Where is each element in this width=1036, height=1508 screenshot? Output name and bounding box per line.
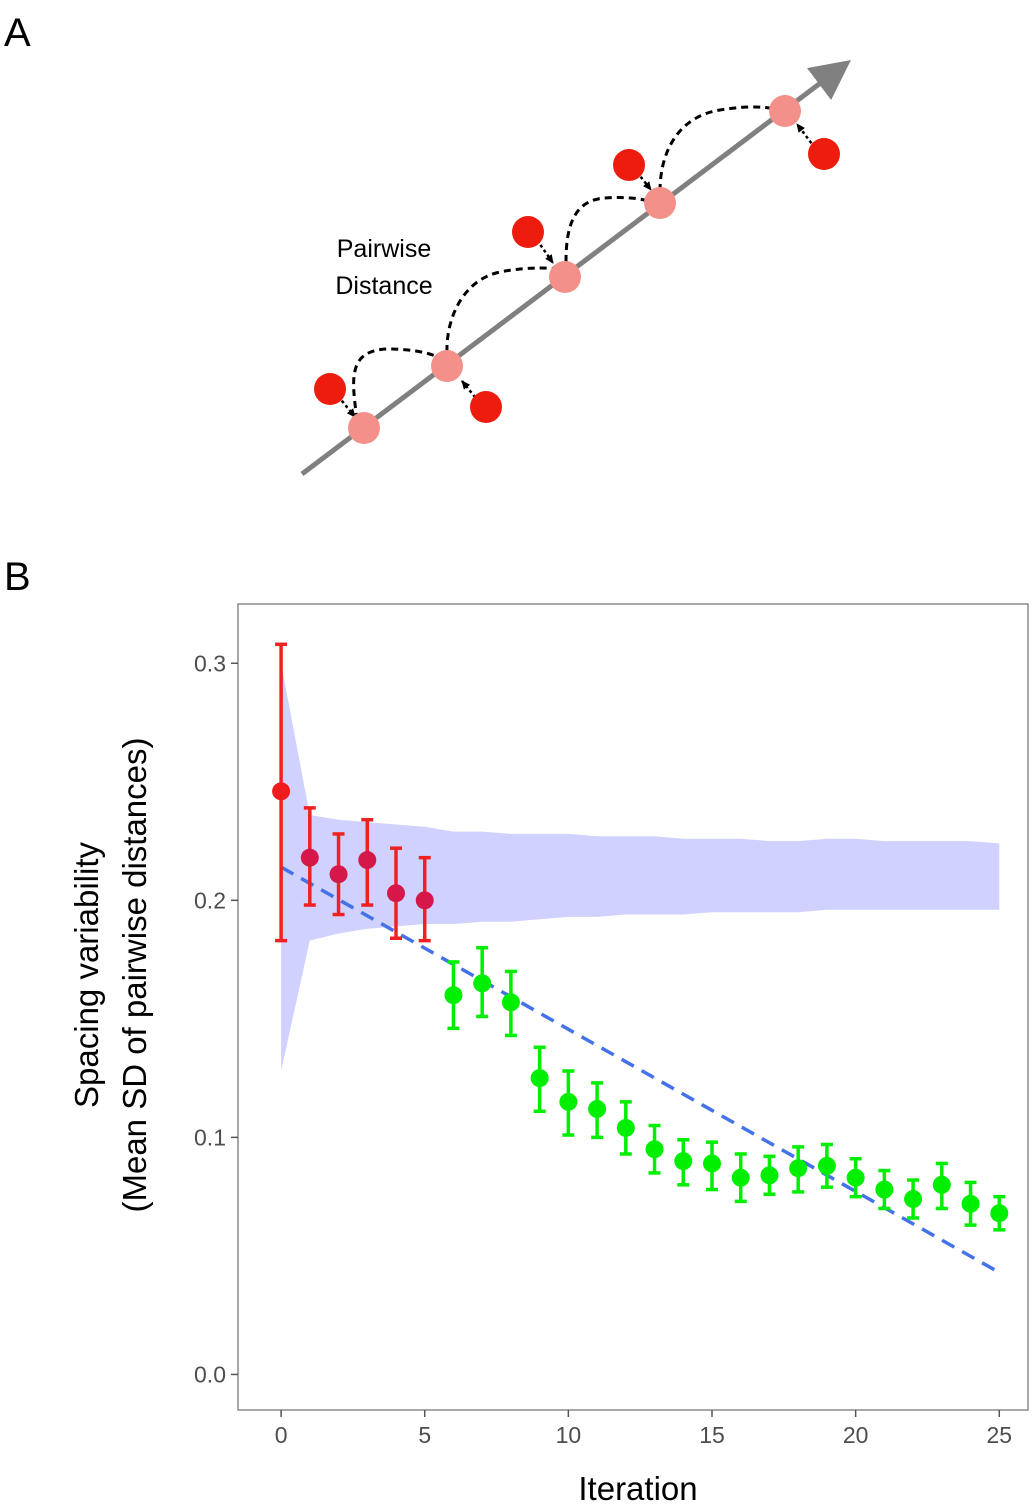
observed-point (512, 216, 544, 248)
x-axis-ticks: 0 5 10 15 20 25 (275, 1410, 1012, 1448)
data-point (473, 974, 492, 993)
data-point (645, 1140, 664, 1159)
data-points (272, 782, 1009, 1223)
y-axis-title: Spacing variability (Mean SD of pairwise… (68, 737, 153, 1212)
projection-arrow-3 (535, 239, 555, 264)
projection-arrow-4 (636, 171, 652, 191)
y-tick-label: 0.3 (194, 650, 226, 676)
trend-line (280, 865, 1001, 1275)
projection-arrow-2 (461, 380, 480, 403)
panel-a: A Pairwise (4, 11, 851, 476)
x-tick-label: 5 (418, 1422, 431, 1448)
data-point (272, 782, 291, 801)
y-tick-label: 0.0 (194, 1361, 226, 1387)
data-point (703, 1154, 721, 1173)
distance-label: Distance (335, 272, 432, 300)
data-point (817, 1156, 836, 1175)
data-point (329, 865, 348, 884)
x-tick-label: 10 (556, 1422, 582, 1448)
y-axis-ticks: 0.0 0.1 0.2 0.3 (194, 650, 238, 1387)
observed-point (808, 138, 840, 170)
data-point (530, 1069, 549, 1088)
distance-arc-3 (564, 196, 656, 263)
projected-points (348, 95, 801, 444)
projected-point (348, 412, 380, 444)
projected-point (431, 350, 463, 382)
data-point (674, 1152, 693, 1171)
data-point (358, 851, 377, 870)
y-axis-title-line1: Spacing variability (68, 842, 105, 1108)
projected-point (644, 187, 676, 219)
projection-arrow-5 (796, 123, 816, 149)
data-point (961, 1194, 980, 1213)
x-axis-title: Iteration (578, 1470, 697, 1507)
distance-arc-2 (445, 266, 564, 353)
y-axis-title-line2: (Mean SD of pairwise distances) (116, 737, 153, 1212)
projected-point (769, 95, 801, 127)
data-point (846, 1168, 865, 1187)
data-point (904, 1190, 923, 1209)
observed-point (613, 149, 645, 181)
data-point (588, 1099, 607, 1118)
plot-panel-border (237, 603, 1029, 1411)
y-tick-label: 0.1 (194, 1124, 226, 1150)
data-point (990, 1204, 1009, 1223)
data-point (875, 1180, 894, 1199)
projected-point (549, 261, 581, 293)
data-point (559, 1092, 578, 1111)
data-point (760, 1166, 779, 1185)
band-area (281, 663, 1000, 1071)
trend-line-layer (280, 865, 1001, 1275)
data-point (300, 848, 319, 867)
data-point (932, 1175, 951, 1194)
data-point (789, 1159, 808, 1178)
projection-arrows (337, 123, 816, 418)
distance-arc-4 (658, 105, 779, 192)
x-tick-label: 20 (843, 1422, 869, 1448)
observed-point (470, 391, 502, 423)
data-point (501, 993, 520, 1012)
panel-b-letter: B (4, 555, 31, 599)
projection-arrow-1 (337, 395, 356, 418)
data-point (731, 1168, 750, 1187)
data-point (444, 986, 463, 1005)
distance-arc-1 (352, 347, 447, 421)
pairwise-label: Pairwise (337, 235, 431, 263)
data-point (415, 891, 434, 910)
observed-point (314, 373, 346, 405)
panel-b: B 0 5 10 15 20 25 0.0 0.1 0.2 0.3 Iteration Spac… (4, 555, 1029, 1507)
x-tick-label: 15 (699, 1422, 725, 1448)
null-distribution-band (281, 663, 1000, 1071)
error-bars (275, 642, 1006, 1232)
data-point (616, 1118, 635, 1137)
x-tick-label: 0 (275, 1422, 288, 1448)
y-tick-label: 0.2 (194, 887, 226, 913)
panel-a-letter: A (4, 11, 31, 55)
observed-points (314, 138, 840, 423)
x-tick-label: 25 (986, 1422, 1012, 1448)
data-point (387, 884, 405, 903)
